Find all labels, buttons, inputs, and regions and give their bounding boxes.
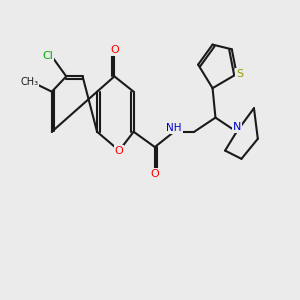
Text: S: S (236, 69, 243, 79)
Text: CH₃: CH₃ (21, 77, 39, 87)
Text: O: O (110, 46, 119, 56)
Text: NH: NH (166, 123, 182, 133)
Text: Cl: Cl (42, 51, 53, 62)
Text: O: O (115, 146, 124, 156)
Text: N: N (232, 122, 241, 132)
Text: O: O (150, 169, 159, 179)
